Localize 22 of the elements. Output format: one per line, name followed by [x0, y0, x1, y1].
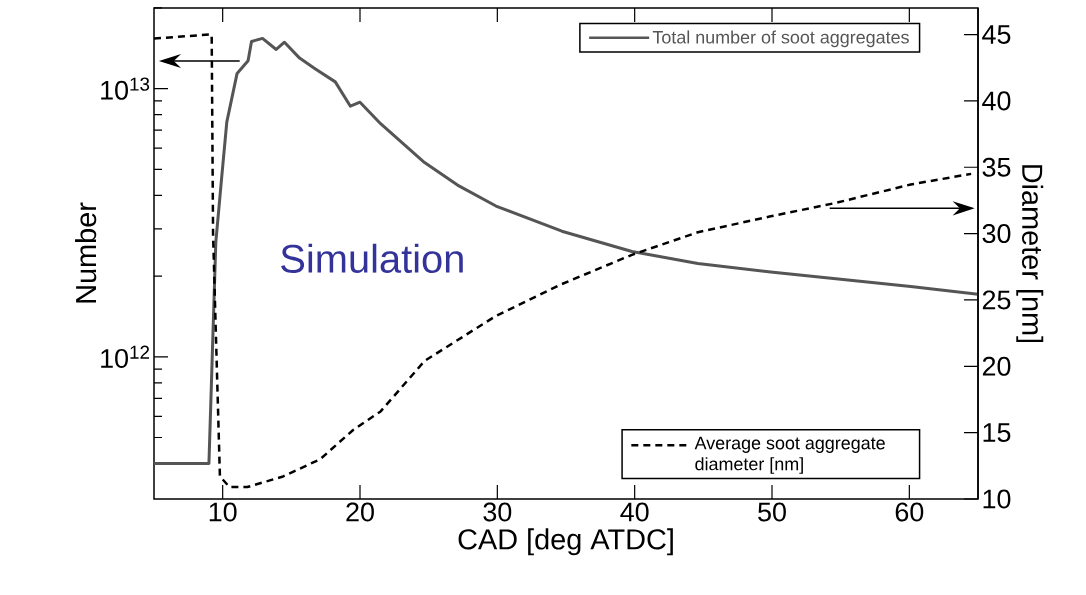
legend-label: Total number of soot aggregates [652, 30, 909, 48]
annotation: Simulation [281, 243, 463, 273]
x-tick-label: 10 [209, 502, 237, 522]
y2-tick-label: 20 [982, 356, 1011, 376]
y-tick-label: 10$^{13}$ [101, 77, 150, 100]
y2-tick-label: 40 [982, 91, 1011, 111]
y2-tick-label: 35 [982, 157, 1011, 177]
x-tick-label: 60 [895, 502, 924, 522]
legend-label: Average soot aggregate diameter [nm] [694, 436, 885, 474]
x-tick-label: 40 [620, 502, 649, 522]
y2-axis-title: Diameter [nm] [1016, 165, 1044, 343]
y-tick-label: 10$^{12}$ [101, 345, 150, 368]
x-tick-label: 20 [346, 502, 374, 522]
y2-tick-label: 30 [982, 224, 1011, 244]
y2-tick-label: 45 [982, 25, 1011, 44]
y2-tick-label: 15 [983, 423, 1011, 443]
y2-tick-label: 25 [982, 290, 1011, 310]
y2-tick-label: 10 [983, 489, 1011, 509]
x-axis-title: CAD [deg ATDC] [458, 528, 673, 556]
x-tick-label: 50 [758, 502, 786, 522]
y-axis-title: Number [75, 202, 97, 303]
x-tick-label: 30 [483, 502, 512, 522]
